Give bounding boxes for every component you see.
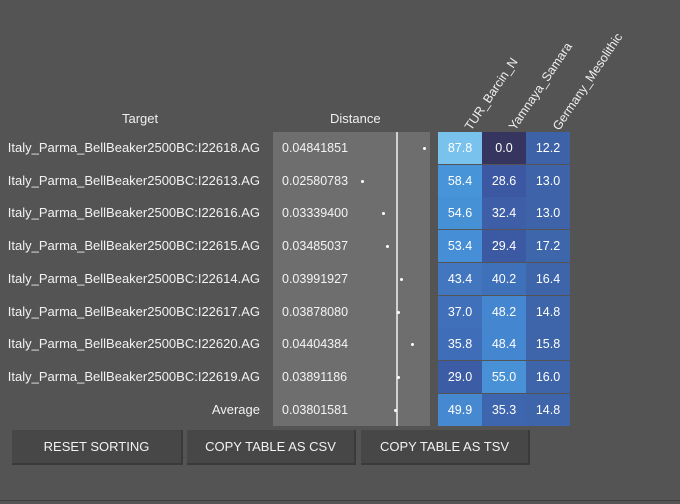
distance-value: 0.03891186 [282,361,347,393]
table-row: Italy_Parma_BellBeaker2500BC:I22620.AG 0.… [0,328,680,360]
target-label: Italy_Parma_BellBeaker2500BC:I22616.AG [8,197,260,229]
copy-tsv-button[interactable]: COPY TABLE AS TSV [361,430,530,465]
average-label: Average [212,394,260,426]
distance-value: 0.04841851 [282,132,348,164]
value-cell: 43.4 [438,263,482,295]
table-row: Italy_Parma_BellBeaker2500BC:I22615.AG 0.… [0,230,680,262]
target-label: Italy_Parma_BellBeaker2500BC:I22615.AG [8,230,260,262]
value-cell: 55.0 [482,361,526,393]
value-cell: 53.4 [438,230,482,262]
value-cell: 15.8 [526,328,570,360]
value-cell: 37.0 [438,296,482,328]
target-header[interactable]: Target [122,111,158,126]
average-row: Average 0.03801581 49.9 35.3 14.8 [0,394,680,426]
value-cell: 35.8 [438,328,482,360]
value-cell: 12.2 [526,132,570,164]
distance-header[interactable]: Distance [330,111,381,126]
distance-value: 0.04404384 [282,328,348,360]
target-label: Italy_Parma_BellBeaker2500BC:I22613.AG [8,165,260,197]
value-cell: 29.4 [482,230,526,262]
value-cell: 87.8 [438,132,482,164]
distance-marker [394,409,397,412]
target-label: Italy_Parma_BellBeaker2500BC:I22620.AG [8,328,260,360]
table-row: Italy_Parma_BellBeaker2500BC:I22616.AG 0.… [0,197,680,229]
distance-marker [382,212,385,215]
table-row: Italy_Parma_BellBeaker2500BC:I22618.AG 0.… [0,132,680,164]
distance-value: 0.03878080 [282,296,348,328]
distance-value: 0.03991927 [282,263,348,295]
target-label: Italy_Parma_BellBeaker2500BC:I22617.AG [8,296,260,328]
distance-value: 0.03801581 [282,394,348,426]
distance-value: 0.03485037 [282,230,348,262]
value-cell: 35.3 [482,394,526,426]
value-cell: 13.0 [526,165,570,197]
reset-sorting-button[interactable]: RESET SORTING [12,430,183,465]
target-label: Italy_Parma_BellBeaker2500BC:I22618.AG [8,132,260,164]
value-cell: 14.8 [526,394,570,426]
target-label: Italy_Parma_BellBeaker2500BC:I22614.AG [8,263,260,295]
value-cell: 54.6 [438,197,482,229]
table-row: Italy_Parma_BellBeaker2500BC:I22617.AG 0.… [0,296,680,328]
distance-marker [386,245,389,248]
value-cell: 16.0 [526,361,570,393]
distance-value: 0.02580783 [282,165,348,197]
value-cell: 13.0 [526,197,570,229]
table-row: Italy_Parma_BellBeaker2500BC:I22613.AG 0.… [0,165,680,197]
distance-marker [400,278,403,281]
value-cell: 17.2 [526,230,570,262]
bottom-divider [0,500,680,501]
distance-value: 0.03339400 [282,197,348,229]
table-row: Italy_Parma_BellBeaker2500BC:I22614.AG 0.… [0,263,680,295]
value-cell: 0.0 [482,132,526,164]
table-row: Italy_Parma_BellBeaker2500BC:I22619.AG 0.… [0,361,680,393]
value-cell: 32.4 [482,197,526,229]
value-cell: 14.8 [526,296,570,328]
value-cell: 16.4 [526,263,570,295]
target-label: Italy_Parma_BellBeaker2500BC:I22619.AG [8,361,260,393]
value-cell: 48.4 [482,328,526,360]
value-cell: 40.2 [482,263,526,295]
distance-marker [397,311,400,314]
value-cell: 28.6 [482,165,526,197]
distance-marker [423,147,426,150]
distance-marker [411,343,414,346]
value-cell: 58.4 [438,165,482,197]
distance-marker [397,376,400,379]
value-cell: 29.0 [438,361,482,393]
distance-marker [361,180,364,183]
value-cell: 48.2 [482,296,526,328]
copy-csv-button[interactable]: COPY TABLE AS CSV [187,430,356,465]
value-cell: 49.9 [438,394,482,426]
